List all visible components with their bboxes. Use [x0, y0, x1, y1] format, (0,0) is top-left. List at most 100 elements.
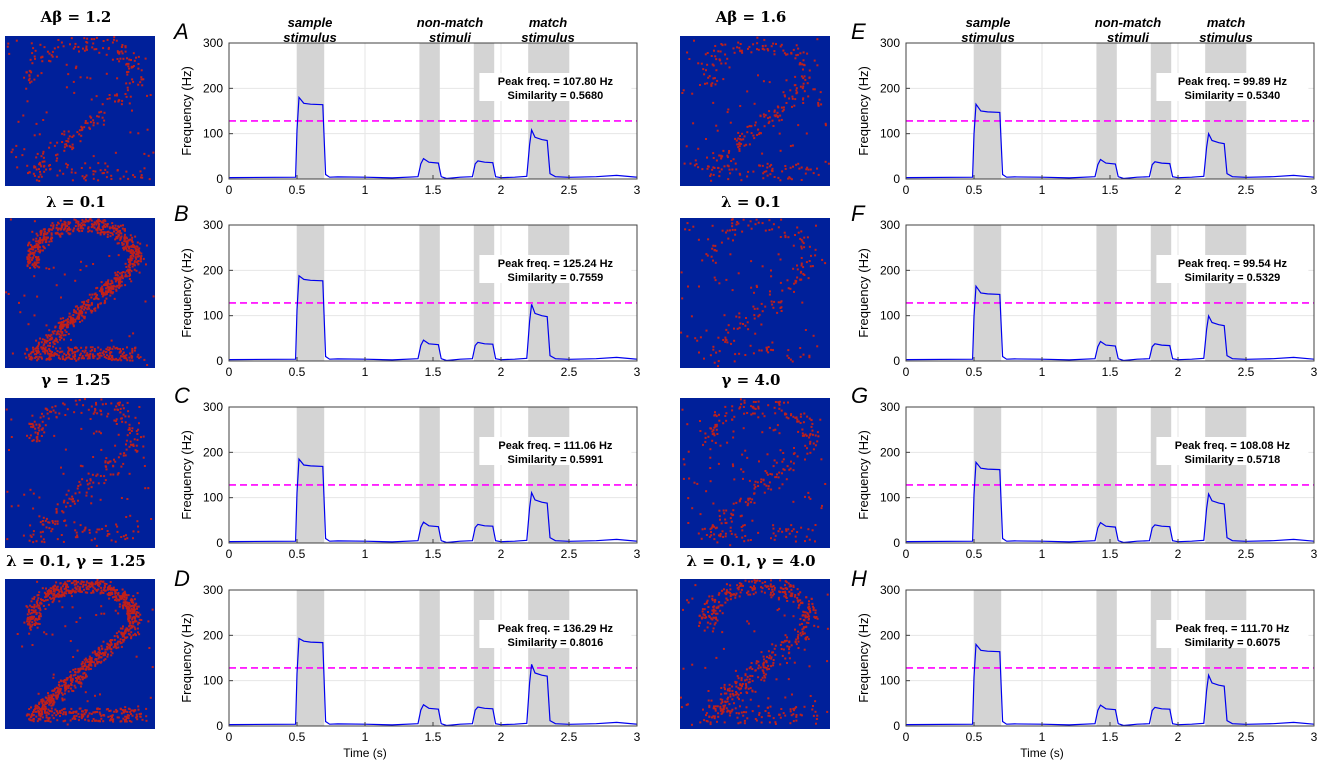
- y-tick-label: 0: [216, 536, 223, 550]
- y-tick-label: 300: [203, 218, 223, 232]
- image-title: λ = 0.1: [721, 193, 781, 211]
- x-tick-label: 0: [903, 547, 910, 561]
- similarity-label: Similarity = 0.5718: [1185, 454, 1281, 466]
- x-tick-label: 1.5: [1102, 547, 1119, 561]
- stimulus-window-1: [297, 590, 325, 726]
- x-tick-label: 0: [226, 730, 233, 744]
- stimulus-window-3: [1150, 407, 1172, 543]
- stimulus-window-2: [419, 43, 440, 179]
- annotation-bg: [479, 73, 632, 101]
- y-tick-label: 0: [893, 354, 900, 368]
- peak-frequency-label: Peak freq. = 99.89 Hz: [1178, 76, 1288, 88]
- similarity-label: Similarity = 0.5329: [1185, 272, 1281, 284]
- header-match-line2: stimulus: [1199, 30, 1252, 45]
- x-tick-label: 0.5: [966, 547, 983, 561]
- spike-dots: [680, 218, 827, 368]
- peak-frequency-label: Peak freq. = 136.29 Hz: [498, 623, 614, 635]
- header-nonmatch-right: non-match stimuli: [1095, 15, 1162, 45]
- x-tick-label: 2: [498, 365, 505, 379]
- frequency-line: [228, 457, 638, 544]
- x-tick-label: 0: [903, 183, 910, 197]
- frequency-line: [905, 460, 1315, 544]
- image-title: λ = 0.1, γ = 4.0: [686, 552, 815, 570]
- x-tick-label: 2: [1175, 547, 1182, 561]
- stimulus-window-1: [974, 43, 1002, 179]
- x-tick-label: 1: [362, 547, 369, 561]
- x-tick-label: 0: [226, 183, 233, 197]
- stimulus-window-2: [419, 590, 440, 726]
- image-background: [680, 579, 830, 729]
- stimulus-window-3: [1150, 43, 1172, 179]
- stimulus-window-3: [473, 407, 495, 543]
- panel-letter: F: [851, 201, 866, 226]
- x-tick-label: 3: [1311, 547, 1318, 561]
- x-tick-label: 0.5: [289, 183, 306, 197]
- x-tick-label: 1: [362, 730, 369, 744]
- annotation-bg: [1156, 620, 1309, 648]
- stimulus-window-1: [974, 407, 1002, 543]
- header-nonmatch-line2: stimuli: [1107, 30, 1149, 45]
- image-background: [680, 36, 830, 186]
- x-tick-label: 2.5: [1238, 730, 1255, 744]
- y-tick-label: 100: [880, 674, 900, 688]
- x-tick-label: 1.5: [425, 183, 442, 197]
- peak-frequency-label: Peak freq. = 111.70 Hz: [1175, 623, 1290, 635]
- peak-frequency-label: Peak freq. = 111.06 Hz: [498, 440, 613, 452]
- image-title: Aβ = 1.2: [40, 8, 112, 26]
- x-tick-label: 0.5: [966, 183, 983, 197]
- x-tick-label: 1.5: [425, 547, 442, 561]
- frequency-line: [905, 642, 1315, 727]
- y-tick-label: 100: [880, 309, 900, 323]
- y-axis-title: Frequency (Hz): [179, 430, 194, 520]
- header-match-left: match stimulus: [521, 15, 574, 45]
- x-tick-label: 1.5: [1102, 365, 1119, 379]
- x-tick-label: 2: [1175, 730, 1182, 744]
- spike-image-8: λ = 0.1, γ = 4.0: [680, 552, 830, 729]
- x-tick-label: 2: [1175, 183, 1182, 197]
- x-tick-label: 1.5: [425, 365, 442, 379]
- peak-frequency-label: Peak freq. = 107.80 Hz: [498, 76, 614, 88]
- x-tick-label: 0: [226, 547, 233, 561]
- spike-images: Aβ = 1.2 λ = 0.1 γ = 1.25 λ = 0.1, γ = 1.25…: [5, 8, 830, 729]
- y-tick-label: 100: [203, 674, 223, 688]
- y-tick-label: 0: [216, 719, 223, 733]
- spike-dots: [5, 218, 155, 366]
- image-title: λ = 0.1: [46, 193, 106, 211]
- x-tick-label: 1: [362, 365, 369, 379]
- x-axis-title-right: Time (s): [1020, 746, 1064, 760]
- y-tick-label: 300: [203, 400, 223, 414]
- similarity-label: Similarity = 0.5680: [508, 90, 604, 102]
- stimulus-window-1: [297, 43, 325, 179]
- panel-letter: E: [851, 19, 866, 44]
- x-axis-title-left: Time (s): [343, 746, 387, 760]
- y-tick-label: 200: [880, 81, 900, 95]
- chart-panel-E: 0 0.5 1 1.5 2 2.5 3 0 100 200 300 Frequency (Hz) E Pe…: [851, 19, 1318, 197]
- panel-letter: A: [172, 19, 189, 44]
- y-tick-label: 0: [893, 719, 900, 733]
- y-axis-title: Frequency (Hz): [179, 248, 194, 338]
- spike-dots: [16, 579, 154, 726]
- stimulus-window-1: [974, 590, 1002, 726]
- y-axis-title: Frequency (Hz): [856, 613, 871, 703]
- spike-image-4: λ = 0.1, γ = 1.25: [5, 552, 155, 729]
- y-axis-title: Frequency (Hz): [856, 430, 871, 520]
- x-tick-label: 1: [362, 183, 369, 197]
- header-match-line2: stimulus: [521, 30, 574, 45]
- x-tick-label: 0: [903, 730, 910, 744]
- header-match-line1: match: [529, 15, 567, 30]
- stimulus-window-2: [419, 407, 440, 543]
- peak-frequency-label: Peak freq. = 108.08 Hz: [1175, 440, 1291, 452]
- y-tick-label: 300: [880, 400, 900, 414]
- y-tick-label: 300: [880, 583, 900, 597]
- header-nonmatch-line1: non-match: [1095, 15, 1162, 30]
- panel-letter: H: [851, 566, 867, 591]
- image-title: γ = 1.25: [41, 371, 110, 389]
- y-tick-label: 300: [880, 36, 900, 50]
- frequency-line: [228, 274, 638, 362]
- x-tick-label: 3: [634, 365, 641, 379]
- y-tick-label: 0: [216, 172, 223, 186]
- similarity-label: Similarity = 0.8016: [508, 637, 604, 649]
- x-tick-label: 1.5: [425, 730, 442, 744]
- header-sample-line1: sample: [966, 15, 1011, 30]
